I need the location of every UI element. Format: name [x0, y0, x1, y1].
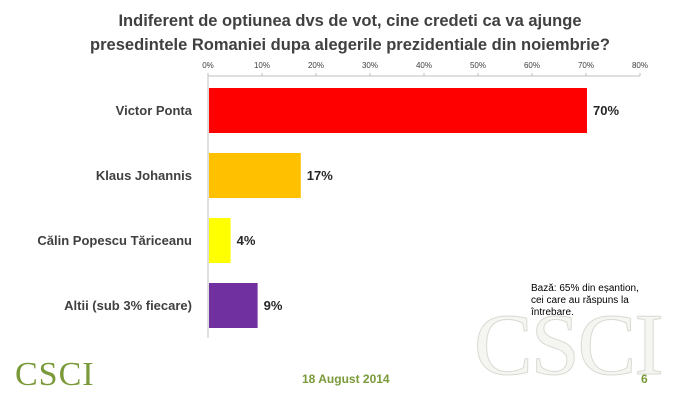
value-label: 9% — [264, 298, 283, 313]
category-label: Klaus Johannis — [96, 168, 192, 183]
x-tick-label: 10% — [254, 61, 270, 70]
footer-date: 18 August 2014 — [302, 372, 390, 386]
value-label: 17% — [307, 168, 333, 183]
category-label: Călin Popescu Tăriceanu — [37, 233, 192, 248]
base-note-line-1: Bază: 65% din eșantion, — [531, 283, 639, 294]
csci-logo: CSCI — [15, 356, 95, 393]
value-label: 4% — [237, 233, 256, 248]
chart-title: Indiferent de optiunea dvs de vot, cine … — [80, 9, 620, 57]
x-tick-label: 50% — [470, 61, 486, 70]
bar — [209, 88, 587, 133]
category-label: Victor Ponta — [116, 103, 193, 118]
watermark-logo: CSCI — [474, 297, 665, 394]
bar — [209, 283, 258, 328]
x-tick-label: 40% — [416, 61, 432, 70]
category-label: Altii (sub 3% fiecare) — [64, 298, 192, 313]
chart-title-line-2: presedintele Romaniei dupa alegerile pre… — [90, 36, 610, 54]
base-note: Bază: 65% din eșantion, cei care au răsp… — [531, 283, 661, 319]
x-tick-label: 70% — [578, 61, 594, 70]
page-number: 6 — [641, 372, 648, 386]
bar — [209, 153, 301, 198]
bar — [209, 218, 231, 263]
value-label: 70% — [593, 103, 619, 118]
x-tick-label: 0% — [202, 61, 214, 70]
x-tick-label: 20% — [308, 61, 324, 70]
x-tick-label: 60% — [524, 61, 540, 70]
base-note-line-3: întrebare. — [531, 307, 574, 318]
chart-title-line-1: Indiferent de optiunea dvs de vot, cine … — [118, 12, 582, 30]
x-tick-label: 30% — [362, 61, 378, 70]
base-note-line-2: cei care au răspuns la — [531, 295, 629, 306]
x-tick-label: 80% — [632, 61, 648, 70]
